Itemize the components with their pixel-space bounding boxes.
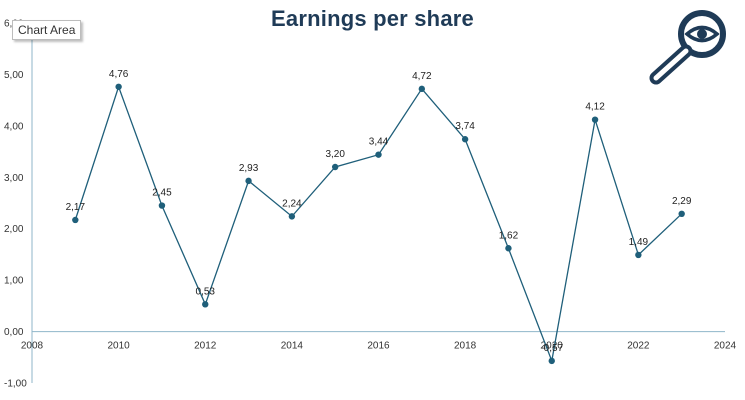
- data-label: 3,74: [455, 121, 475, 132]
- data-label: 3,20: [325, 149, 345, 160]
- data-point: [375, 151, 382, 158]
- data-label: 2,29: [672, 196, 692, 207]
- data-point: [202, 301, 209, 308]
- data-label: 4,12: [585, 102, 605, 113]
- data-point: [591, 116, 599, 123]
- x-tick-label: 2018: [454, 341, 477, 352]
- y-tick-label: -1,00: [4, 379, 27, 390]
- x-tick-label: 2008: [21, 341, 44, 352]
- data-labels: 2,17 4,76 2,45 0,53 2,93 2,24 3,20 3,44 4,72 3,74…: [66, 69, 692, 354]
- x-tick-label: 2022: [627, 341, 650, 352]
- data-point: [72, 216, 79, 224]
- data-label: 2,24: [282, 198, 302, 209]
- series-layer: [72, 83, 685, 365]
- magnifier-eye-icon: [649, 10, 726, 85]
- data-point: [461, 136, 469, 143]
- data-point: [505, 245, 512, 252]
- y-tick-label: 5,00: [4, 70, 24, 81]
- y-tick-label: 1,00: [4, 276, 24, 287]
- data-point: [288, 213, 296, 220]
- data-label: 4,72: [412, 71, 432, 82]
- tick-labels: -1,000,001,002,003,004,005,006,002008201…: [4, 19, 737, 390]
- data-point: [115, 83, 122, 90]
- axes: [31, 23, 725, 383]
- data-point: [158, 202, 166, 209]
- data-point: [678, 210, 685, 217]
- data-point: [418, 85, 426, 93]
- x-tick-label: 2012: [194, 341, 217, 352]
- data-label: 3,44: [369, 137, 389, 148]
- data-label: 0,53: [196, 286, 216, 297]
- chart-area-tooltip: Chart Area: [12, 20, 82, 40]
- data-label: 1,62: [499, 230, 519, 241]
- data-point: [245, 177, 252, 185]
- data-label: 2,93: [239, 163, 259, 174]
- x-tick-label: 2016: [367, 341, 390, 352]
- data-point: [331, 163, 339, 171]
- data-label: 1,49: [629, 237, 649, 248]
- data-label: 4,76: [109, 69, 129, 80]
- y-tick-label: 3,00: [4, 173, 24, 184]
- x-tick-label: 2024: [714, 341, 737, 352]
- data-label: 2,17: [66, 202, 86, 213]
- y-tick-label: 0,00: [4, 327, 24, 338]
- x-tick-label: 2010: [108, 341, 131, 352]
- data-label: -0,57: [540, 343, 563, 354]
- y-tick-label: 4,00: [4, 121, 24, 132]
- chart-title: Earnings per share: [271, 6, 474, 31]
- x-tick-label: 2020: [541, 341, 564, 352]
- data-label: 2,45: [152, 188, 172, 199]
- series-line: [74, 84, 683, 364]
- data-point: [635, 251, 642, 259]
- data-point: [548, 357, 555, 365]
- y-tick-label: 2,00: [4, 224, 24, 235]
- x-tick-label: 2014: [281, 341, 304, 352]
